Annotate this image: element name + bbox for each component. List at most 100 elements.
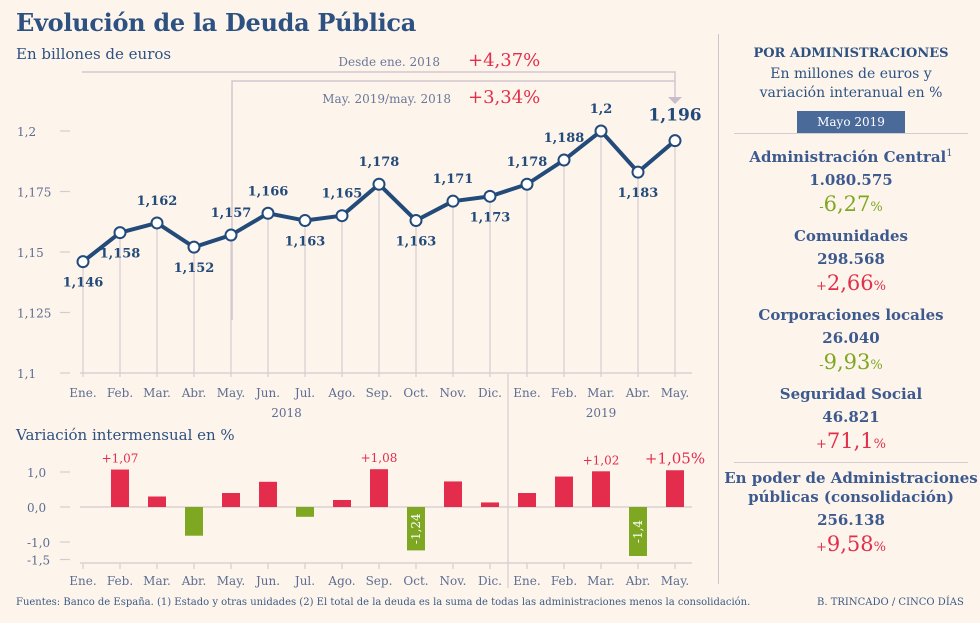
admin-name: Seguridad Social xyxy=(779,385,923,403)
x-tick-label: Mar. xyxy=(587,574,615,588)
data-label: 1,162 xyxy=(137,194,178,209)
data-point xyxy=(446,194,460,208)
data-point xyxy=(113,226,127,240)
x-tick-label: Mar. xyxy=(143,574,171,588)
y-tick-label: 1,0 xyxy=(27,466,46,480)
x-tick-label: Ene. xyxy=(513,386,540,400)
x-tick-label: Mar. xyxy=(587,386,615,400)
x-tick-label: Abr. xyxy=(625,386,651,400)
x-tick-label: May. xyxy=(217,386,245,400)
admin-name: Corporaciones locales xyxy=(758,306,944,324)
since-label: Desde ene. 2018 xyxy=(338,55,440,69)
data-label: 1,178 xyxy=(507,155,548,170)
data-point xyxy=(372,177,386,191)
y-tick-label: 1,1 xyxy=(17,367,36,381)
chart-title: Evolución de la Deuda Pública xyxy=(16,8,416,37)
bar xyxy=(222,493,240,507)
bar-label: +1,08 xyxy=(361,451,398,465)
x-tick-label: Ene. xyxy=(69,386,96,400)
x-tick-label: Abr. xyxy=(625,574,651,588)
line-chart-subtitle: En billones de euros xyxy=(16,45,172,63)
data-point xyxy=(520,177,534,191)
data-label: 1,178 xyxy=(359,155,400,170)
data-label: 1,173 xyxy=(470,210,511,225)
data-point xyxy=(150,216,164,230)
admin-name: En poder de Administraciones públicas (c… xyxy=(724,469,978,506)
x-tick-label: Ago. xyxy=(327,574,355,588)
admin-item-consolidation: En poder de Administraciones públicas (c… xyxy=(722,469,980,561)
bar xyxy=(629,507,647,556)
x-tick-label: Jul. xyxy=(293,574,315,588)
arrow-down-icon xyxy=(668,97,682,104)
y-tick-label: 1,15 xyxy=(17,246,44,260)
admin-value: 256.138 xyxy=(817,511,885,529)
bar xyxy=(518,493,536,507)
data-label: 1,188 xyxy=(544,131,585,146)
since-value: +4,37% xyxy=(468,50,540,71)
x-tick-label: Abr. xyxy=(181,574,207,588)
bar xyxy=(555,476,573,507)
year-label: 2018 xyxy=(271,406,302,420)
data-label: 1,163 xyxy=(396,235,437,250)
period-badge: Mayo 2019 xyxy=(797,111,905,133)
admin-value: 26.040 xyxy=(822,329,880,347)
bar xyxy=(259,481,277,507)
y-tick-label: 1,2 xyxy=(17,125,36,139)
x-tick-label: Feb. xyxy=(551,386,577,400)
data-label: 1,171 xyxy=(433,172,474,187)
data-label: 1,146 xyxy=(63,276,104,291)
data-label: 1,2 xyxy=(590,102,613,117)
data-label: 1,165 xyxy=(322,187,363,202)
bar xyxy=(592,471,610,507)
x-tick-label: Dic. xyxy=(478,386,502,400)
admin-item-central: Administración Central1 1.080.575 -6,27% xyxy=(722,144,980,221)
footer-sources: Fuentes: Banco de España. (1) Estado y o… xyxy=(16,597,751,608)
admin-value: 1.080.575 xyxy=(809,171,893,189)
panel-rule xyxy=(734,133,968,134)
x-tick-label: Jun. xyxy=(254,574,280,588)
x-tick-label: Jun. xyxy=(254,386,280,400)
admin-change: -6,27% xyxy=(819,192,883,216)
x-tick-label: Nov. xyxy=(440,386,467,400)
since-bracket xyxy=(82,71,676,98)
bar xyxy=(666,470,684,507)
x-tick-label: May. xyxy=(661,574,689,588)
x-tick-label: Oct. xyxy=(403,574,428,588)
data-point xyxy=(631,165,645,179)
data-point xyxy=(298,214,312,228)
data-label: 1,152 xyxy=(174,261,215,276)
data-label: 1,163 xyxy=(285,235,326,250)
x-tick-label: Abr. xyxy=(181,386,207,400)
yoy-value: +3,34% xyxy=(468,87,540,108)
data-label: 1,196 xyxy=(648,106,701,126)
bar-chart-subtitle: Variación intermensual en % xyxy=(16,426,235,444)
bar-label: -1,4 xyxy=(631,520,645,544)
yoy-label: May. 2019/may. 2018 xyxy=(322,92,451,106)
admin-name: Administración Central xyxy=(749,148,947,166)
x-tick-label: Sep. xyxy=(366,574,393,588)
x-tick-label: Ene. xyxy=(513,574,540,588)
x-tick-label: May. xyxy=(661,386,689,400)
admin-change: +9,58% xyxy=(815,532,887,556)
admin-value: 298.568 xyxy=(817,250,885,268)
x-tick-label: Sep. xyxy=(366,386,393,400)
data-point xyxy=(483,189,497,203)
admin-item-corporaciones: Corporaciones locales 26.040 -9,93% xyxy=(722,306,980,379)
x-tick-label: Dic. xyxy=(478,574,502,588)
y-tick-label: 1,175 xyxy=(17,186,51,200)
data-point xyxy=(187,240,201,254)
data-point xyxy=(557,153,571,167)
x-tick-label: May. xyxy=(217,574,245,588)
admin-name: Comunidades xyxy=(793,227,908,245)
x-tick-label: Ago. xyxy=(327,386,355,400)
bar xyxy=(481,502,499,507)
x-tick-label: Mar. xyxy=(143,386,171,400)
bar xyxy=(407,507,425,551)
admin-change: -9,93% xyxy=(819,350,883,374)
x-tick-label: Feb. xyxy=(107,574,133,588)
x-tick-label: Ene. xyxy=(69,574,96,588)
data-point xyxy=(261,206,275,220)
year-label: 2019 xyxy=(586,406,617,420)
data-point xyxy=(594,124,608,138)
admin-item-comunidades: Comunidades 298.568 +2,66% xyxy=(722,227,980,300)
